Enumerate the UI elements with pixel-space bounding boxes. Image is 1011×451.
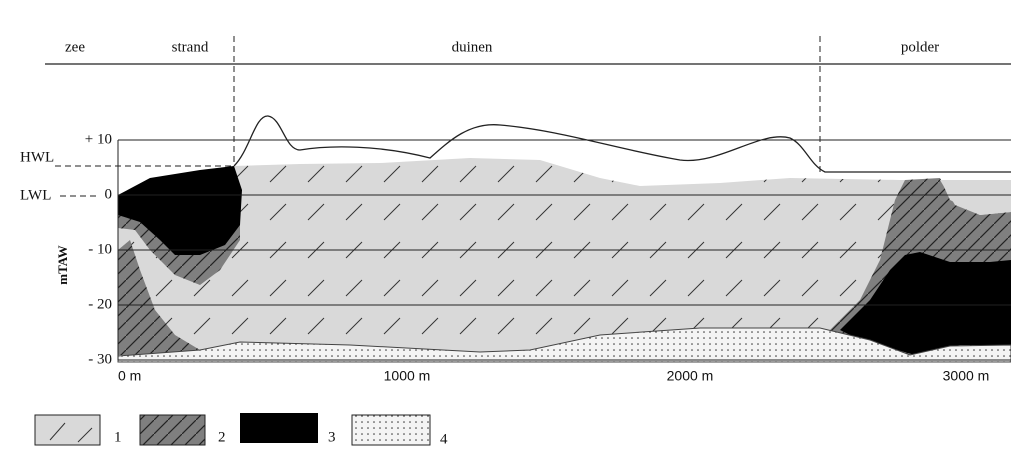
y-tick-label: 0: [105, 186, 113, 202]
zone-label: zee: [65, 39, 85, 55]
x-tick-label: 2000 m: [667, 368, 714, 384]
legend-label: 3: [328, 429, 336, 445]
y-tick-label: + 10: [85, 131, 112, 147]
x-tick-label: 3000 m: [943, 368, 990, 384]
legend-swatch: [240, 413, 318, 443]
legend: 1 2 3 4: [35, 413, 448, 447]
layers: [118, 116, 1011, 362]
legend-dots: [352, 415, 430, 445]
y-tick-label: - 30: [88, 351, 112, 367]
hwl-label: HWL: [20, 149, 54, 165]
y-tick-label: - 20: [88, 296, 112, 312]
lwl-label: LWL: [20, 187, 51, 203]
legend-label: 4: [440, 431, 448, 447]
x-tick-label: 1000 m: [384, 368, 431, 384]
cross-section: zee strand duinen polder + 10 0 - 10 - 2…: [0, 0, 1011, 451]
zone-label: strand: [172, 39, 209, 55]
zone-label: duinen: [452, 39, 493, 55]
y-axis-label: mTAW: [55, 245, 70, 284]
header: zee strand duinen polder: [45, 39, 1011, 64]
y-tick-label: - 10: [88, 241, 112, 257]
legend-hatch: [140, 415, 205, 445]
zone-label: polder: [901, 39, 939, 55]
x-tick-label: 0 m: [118, 368, 141, 384]
legend-label: 2: [218, 429, 226, 445]
legend-label: 1: [114, 429, 122, 445]
